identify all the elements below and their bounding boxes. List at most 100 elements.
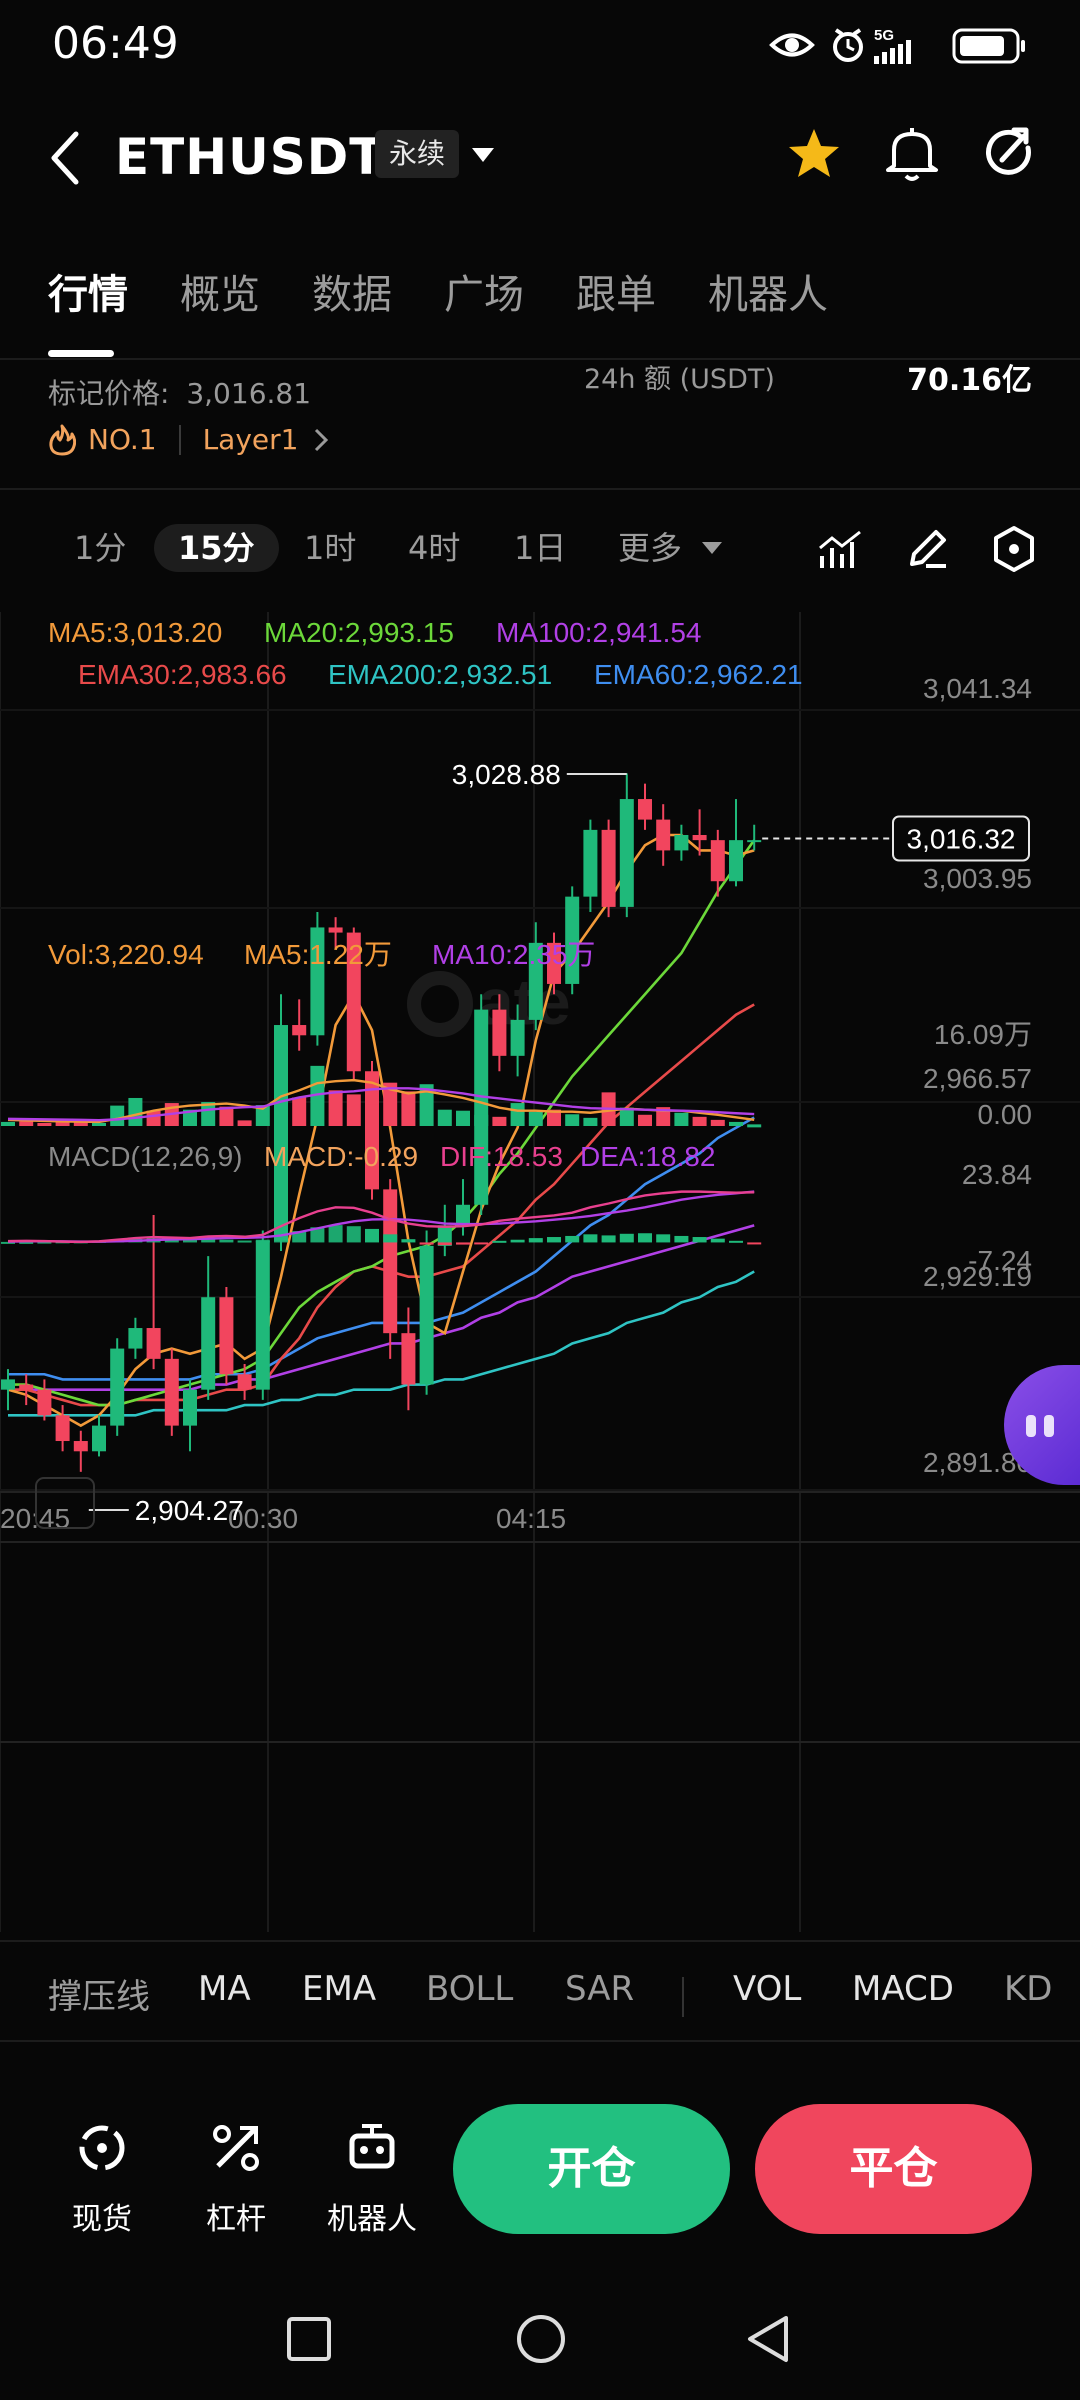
back-icon[interactable] [46,128,86,188]
ma5-line [7,833,755,1428]
ma100-line [8,1224,755,1391]
volume-bar [437,1109,452,1126]
high-price-label: 3,028.88 [452,759,561,790]
timeframe-more[interactable]: 更多 [618,529,683,567]
indicator-vol[interactable]: VOL [733,1969,802,2009]
candle-body [583,829,598,897]
back-nav-icon[interactable] [742,2312,796,2366]
indicator-boll[interactable]: BOLL [426,1969,514,2009]
y-tick-label: 2,966.57 [923,1063,1032,1094]
indicator-macd[interactable]: MACD [852,1969,954,2009]
low-price-label: 2,904.27 [135,1495,244,1526]
margin-button[interactable]: 杠杆 [176,2118,296,2238]
contract-type-badge[interactable]: 永续 [375,130,460,178]
macd-histogram-bar [255,1239,270,1243]
indicator-kd[interactable]: KD [1004,1969,1053,2009]
macd-histogram-bar [310,1227,325,1243]
timeframe-1m[interactable]: 1分 [74,529,127,567]
volume-bar [110,1105,125,1126]
indicator-chart-icon[interactable] [818,528,864,574]
fire-icon [49,424,76,455]
candle-body [383,1189,398,1334]
candle-body [237,1374,252,1390]
indicator-support[interactable]: 撑压线 [48,1977,150,2017]
spot-button[interactable]: 现货 [42,2118,162,2238]
candle-body [92,1425,106,1452]
legend-ma: MA5:3,013.20 [48,617,222,648]
tab-market[interactable]: 行情 [48,272,128,318]
macd-histogram-bar [328,1225,343,1243]
volume-bar [456,1110,470,1126]
volume-bar [401,1091,416,1126]
indicator-ma[interactable]: MA [198,1969,251,2009]
tab-overview[interactable]: 概览 [180,272,260,318]
home-icon[interactable] [514,2312,568,2366]
candle-body [146,1328,161,1359]
tab-square[interactable]: 广场 [444,272,524,318]
candle-body [128,1328,143,1349]
mark-price-value: 3,016.81 [186,377,312,410]
star-icon[interactable] [786,126,842,182]
indicator-sar[interactable]: SAR [565,1969,635,2009]
volume-bar [492,1116,507,1126]
candle-body [1,1379,15,1390]
candle-body [419,1245,434,1385]
bot-button[interactable]: 机器人 [312,2118,432,2238]
volume-bar [583,1117,598,1126]
volume-bar [729,1121,743,1126]
draw-pen-icon[interactable] [904,526,950,572]
macd-histogram-bar [583,1234,598,1243]
candle-body [73,1441,88,1452]
refresh-icon[interactable] [980,124,1040,184]
leverage-icon [213,2125,259,2171]
symbol-title[interactable]: ETHUSDT [115,128,385,186]
timeframe-4h[interactable]: 4时 [408,529,461,567]
timeframe-bar: 1分 15分 1时 4时 1日 更多 [0,508,1080,588]
volume-panel [1,1049,762,1128]
volume-bar [619,1107,634,1126]
divider [0,358,1080,360]
candle-body [110,1348,125,1426]
macd-histogram-bar [456,1242,470,1245]
chart-legends: MA5:3,013.20 MA20:2,993.15 MA100:2,941.54 E… [48,617,803,1172]
eye-icon [769,33,815,57]
alarm-icon [833,28,863,62]
candle-body [528,942,543,1020]
macd-histogram-bar [37,1241,52,1244]
tab-bar: 行情 概览 数据 广场 跟单 机器人 [0,262,1080,358]
macd-panel [1,1190,762,1246]
battery-icon [952,28,1025,64]
current-price-box [892,815,1030,862]
bell-icon[interactable] [884,124,940,184]
candle-body [547,942,561,984]
recent-apps-icon[interactable] [284,2314,334,2364]
tab-bot[interactable]: 机器人 [708,272,828,318]
tags-row[interactable]: NO.1 Layer1 [48,423,332,456]
candle-body [346,932,361,1072]
tab-copytrade[interactable]: 跟单 [576,272,656,318]
timeframe-1d[interactable]: 1日 [514,529,567,567]
volume-label: 24h 额 (USDT) [584,364,775,395]
status-time: 06:49 [52,18,179,69]
settings-hex-icon[interactable] [990,524,1038,574]
open-position-button[interactable]: 开仓 [453,2104,730,2234]
volume-bar [510,1103,525,1126]
y-tick-label: 3,041.34 [923,673,1032,704]
bubble-eye [1026,1415,1036,1437]
chevron-down-icon[interactable] [470,144,496,166]
timeframe-1h[interactable]: 1时 [304,529,357,567]
ema60-line [8,1116,755,1381]
legend-macd: MACD:-0.29 [264,1141,418,1172]
macd-histogram-bar [292,1231,307,1243]
moving-average-lines [7,833,756,1428]
tab-data[interactable]: 数据 [312,272,392,318]
indicator-ema[interactable]: EMA [302,1969,377,2009]
timeframe-15m[interactable]: 15分 [154,524,279,572]
candle-body [565,896,580,984]
volume-bar [73,1122,88,1126]
macd-histogram-bar [383,1234,398,1243]
candle-body [747,840,762,843]
close-position-button[interactable]: 平仓 [755,2104,1032,2234]
price-chart[interactable]: ate 3,041.343,003.952,966.572,929.192,89… [0,612,1080,1932]
volume-bar [237,1120,252,1126]
